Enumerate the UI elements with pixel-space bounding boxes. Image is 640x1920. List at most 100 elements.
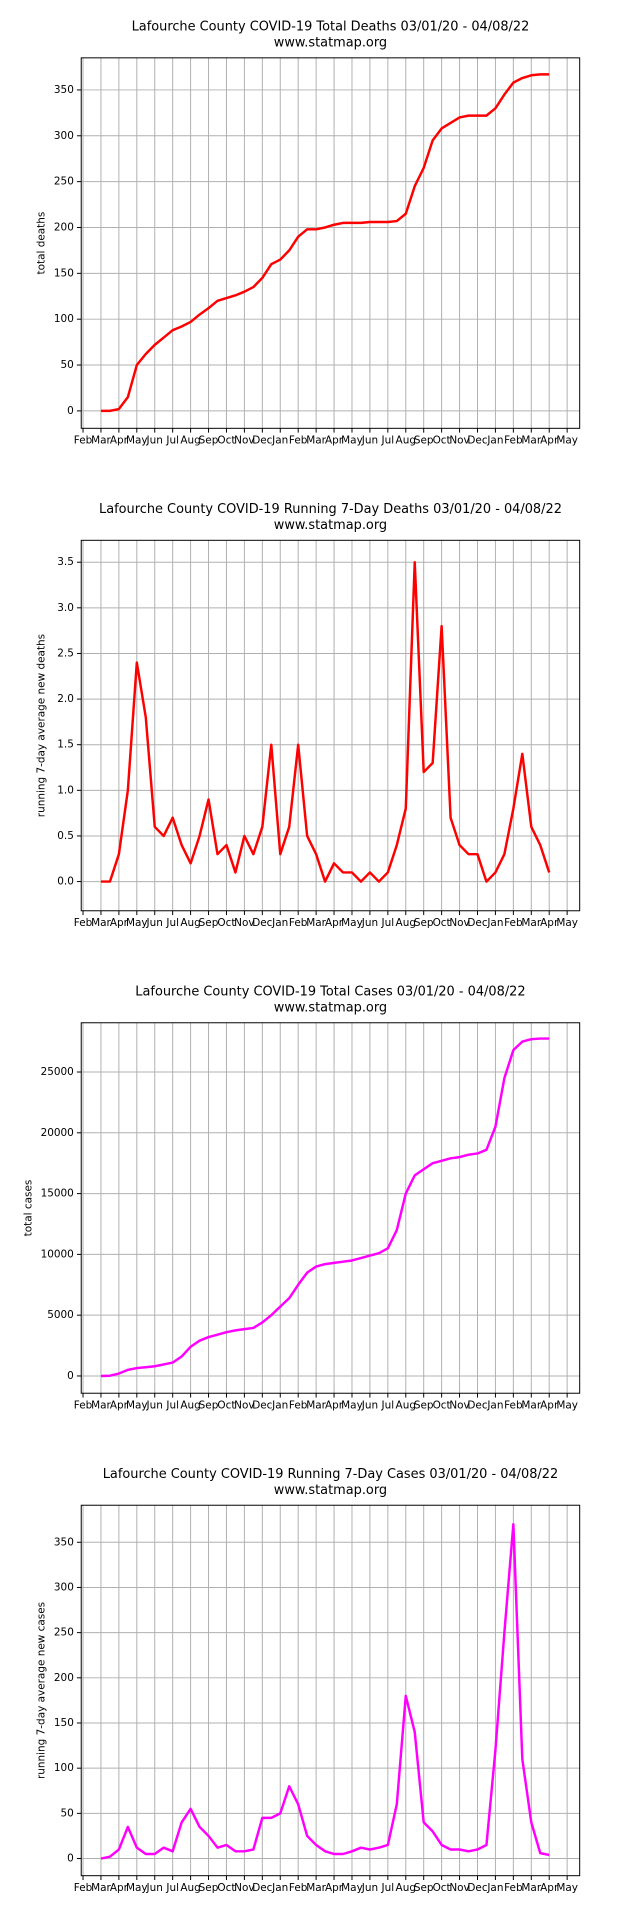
x-tick-label: Apr [110,917,129,929]
x-tick-label: May [126,1400,148,1412]
x-tick-label: Jan [486,435,503,447]
x-tick-label: May [341,435,363,447]
x-tick-label: Feb [74,1400,93,1412]
y-axis-label: running 7-day average new cases [36,1602,48,1779]
y-tick-label: 15000 [41,1188,74,1200]
chart-subtitle: www.statmap.org [274,36,387,51]
x-tick-label: Feb [289,917,308,929]
y-tick-label: 25000 [41,1066,74,1078]
y-tick-label: 20000 [41,1127,74,1139]
x-tick-label: May [341,1400,363,1412]
x-tick-label: Jul [165,1400,179,1412]
x-tick-label: Jun [361,1400,378,1412]
y-tick-label: 350 [54,1536,74,1548]
x-tick-label: Dec [467,917,487,929]
x-tick-label: Sep [199,1400,219,1412]
x-tick-label: Oct [217,1400,235,1412]
x-tick-label: Mar [306,917,326,929]
x-tick-label: Jan [271,1400,288,1412]
chart-subtitle: www.statmap.org [274,1483,387,1498]
x-tick-label: May [556,1400,578,1412]
x-tick-label: Mar [91,917,111,929]
x-tick-label: Jun [146,1882,163,1894]
x-tick-label: Jun [146,917,163,929]
x-tick-label: Oct [433,917,451,929]
x-tick-label: Mar [306,435,326,447]
x-tick-label: Feb [289,1882,308,1894]
x-tick-label: Mar [521,435,541,447]
x-tick-label: May [341,917,363,929]
x-tick-label: Apr [540,917,559,929]
y-tick-label: 50 [61,1807,74,1819]
data-line [100,73,550,413]
x-tick-label: Jul [165,435,179,447]
x-tick-label: Mar [521,1882,541,1894]
x-tick-label: Aug [396,1882,416,1894]
x-tick-label: Nov [234,435,254,447]
x-tick-label: Feb [74,1882,93,1894]
y-axis-label: running 7-day average new deaths [36,634,48,817]
y-tick-label: 3.0 [57,602,74,614]
x-tick-label: Dec [467,435,487,447]
x-tick-label: Mar [91,1882,111,1894]
x-tick-label: May [556,1882,578,1894]
x-tick-label: Aug [180,917,200,929]
y-tick-label: 1.0 [57,784,74,796]
x-tick-label: Apr [325,1400,344,1412]
chart-title: Lafourche County COVID-19 Running 7-Day … [99,502,562,517]
y-tick-label: 100 [54,313,74,325]
x-tick-label: Sep [199,917,219,929]
x-tick-label: Sep [199,1882,219,1894]
x-tick-label: Aug [180,435,200,447]
chart-title: Lafourche County COVID-19 Total Cases 03… [135,985,525,1000]
x-tick-label: Nov [449,1882,469,1894]
chart-title: Lafourche County COVID-19 Running 7-Day … [103,1467,558,1482]
x-tick-label: Apr [110,1882,129,1894]
x-tick-label: Jul [165,917,179,929]
x-tick-label: Oct [433,435,451,447]
x-tick-label: Feb [289,435,308,447]
data-line [100,1522,550,1860]
x-tick-label: Dec [252,1400,272,1412]
x-tick-label: Apr [325,917,344,929]
x-tick-label: Aug [180,1882,200,1894]
y-tick-label: 10000 [41,1248,74,1260]
x-tick-label: May [556,917,578,929]
x-tick-label: Apr [540,1400,559,1412]
y-tick-label: 300 [54,130,74,142]
y-tick-label: 2.5 [57,647,74,659]
x-tick-label: Jul [381,1882,395,1894]
x-tick-label: Dec [252,1882,272,1894]
y-tick-label: 200 [54,221,74,233]
x-tick-label: Mar [91,1400,111,1412]
x-tick-label: Oct [433,1400,451,1412]
x-tick-label: Aug [180,1400,200,1412]
x-tick-label: Apr [110,1400,129,1412]
x-tick-label: Apr [325,1882,344,1894]
x-tick-label: Feb [504,917,523,929]
x-tick-label: Oct [433,1882,451,1894]
x-tick-label: Nov [449,435,469,447]
x-tick-label: Jul [381,917,395,929]
plot-frame [80,539,581,912]
x-tick-label: Jul [381,1400,395,1412]
plot-frame [80,1022,581,1394]
y-tick-label: 0.5 [57,830,74,842]
y-tick-label: 300 [54,1581,74,1593]
x-tick-label: Sep [414,435,434,447]
x-tick-label: Oct [217,1882,235,1894]
x-tick-label: Dec [467,1400,487,1412]
chart-subtitle: www.statmap.org [274,518,387,533]
x-tick-label: Feb [74,435,93,447]
x-tick-label: Sep [199,435,219,447]
x-tick-label: May [556,435,578,447]
x-tick-label: Nov [234,917,254,929]
plot-frame [80,1504,581,1877]
x-tick-label: Oct [217,435,235,447]
x-tick-label: Dec [252,917,272,929]
y-tick-label: 3.5 [57,556,74,568]
x-tick-label: Aug [396,1400,416,1412]
x-tick-label: May [126,435,148,447]
x-tick-label: Jun [146,1400,163,1412]
